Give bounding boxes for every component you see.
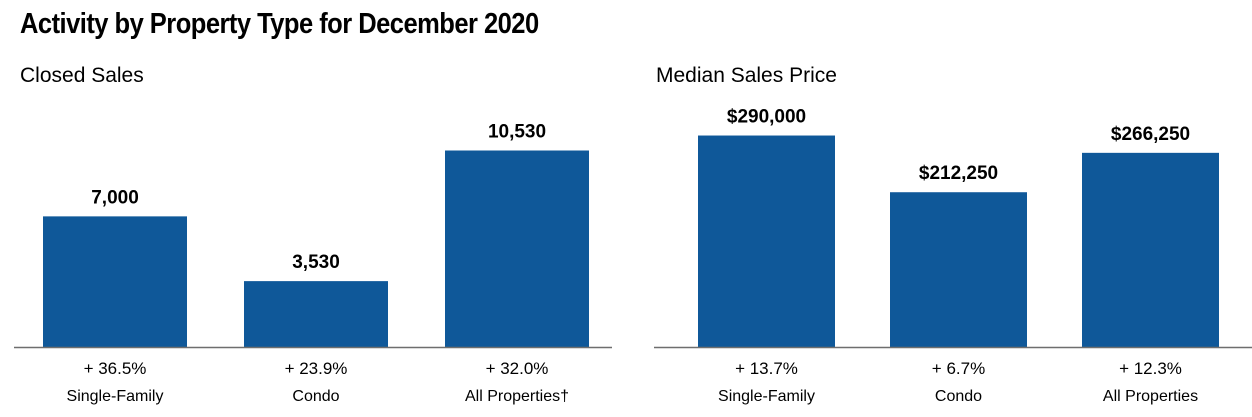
median-price-change-label-single-family: + 13.7%	[735, 359, 798, 378]
median-price-category-label-all-properties: All Properties	[1103, 388, 1198, 405]
median-price-change-label-all-properties: + 12.3%	[1119, 359, 1182, 378]
closed-sales-category-label-condo: Condo	[292, 388, 339, 405]
closed-sales-change-label-single-family: + 36.5%	[84, 359, 147, 378]
median-price-bar-condo	[890, 192, 1027, 347]
closed-sales-bar-single-family	[43, 216, 187, 347]
closed-sales-bar-condo	[244, 281, 388, 347]
median-price-category-label-single-family: Single-Family	[718, 388, 815, 405]
median-price-change-label-condo: + 6.7%	[932, 359, 985, 378]
closed-sales-value-label-single-family: 7,000	[91, 187, 139, 208]
closed-sales-chart: 7,000 + 36.5% Single-Family 3,530 + 23.9% Con…	[14, 121, 612, 405]
closed-sales-value-label-condo: 3,530	[292, 252, 340, 273]
median-price-value-label-all-properties: $266,250	[1111, 124, 1190, 145]
median-price-category-label-condo: Condo	[935, 388, 982, 405]
median-price-bar-single-family	[698, 135, 835, 347]
closed-sales-bar-all-properties	[445, 150, 589, 347]
closed-sales-category-label-single-family: Single-Family	[67, 388, 164, 405]
median-price-value-label-single-family: $290,000	[727, 107, 806, 128]
page-title: Activity by Property Type for December 2…	[20, 8, 539, 40]
closed-sales-chart-title: Closed Sales	[20, 64, 144, 87]
closed-sales-value-label-all-properties: 10,530	[488, 121, 546, 142]
median-price-chart-title: Median Sales Price	[656, 64, 837, 87]
closed-sales-category-label-all-properties: All Properties†	[465, 388, 569, 405]
median-price-bar-all-properties	[1082, 152, 1219, 347]
median-price-chart: $290,000 + 13.7% Single-Family $212,250 + 6.…	[654, 107, 1252, 405]
median-price-value-label-condo: $212,250	[919, 163, 998, 184]
closed-sales-change-label-all-properties: + 32.0%	[486, 359, 549, 378]
closed-sales-change-label-condo: + 23.9%	[285, 359, 348, 378]
